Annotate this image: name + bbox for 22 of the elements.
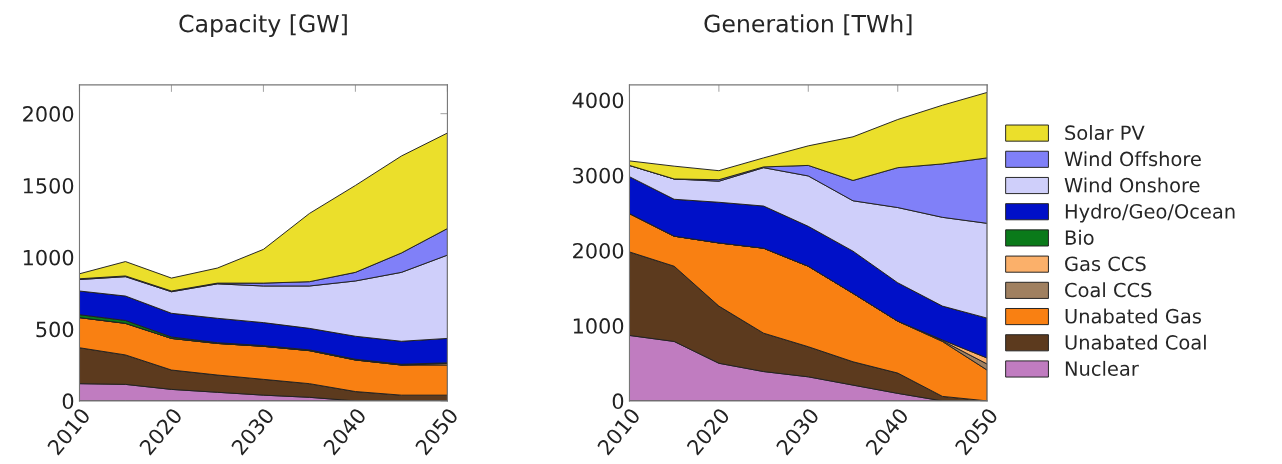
- legend-label: Gas CCS: [1065, 256, 1146, 272]
- y-tick-label: 2000: [23, 106, 74, 122]
- legend-label: Wind Offshore: [1064, 151, 1201, 167]
- legend-label: Unabated Gas: [1065, 308, 1201, 324]
- legend-label: Unabated Coal: [1065, 334, 1206, 350]
- y-tick-label: 2000: [573, 242, 624, 259]
- y-tick-label: 4000: [572, 92, 624, 109]
- y-tick-label: 500: [36, 321, 74, 338]
- legend-label: Wind Onshore: [1064, 177, 1200, 193]
- legend-label: Nuclear: [1065, 360, 1139, 376]
- legend-label: Hydro/Geo/Ocean: [1065, 203, 1235, 223]
- y-tick-label: 0: [62, 393, 74, 410]
- legend-label: Solar PV: [1065, 125, 1145, 141]
- chart-title: Generation [TWh]: [704, 14, 912, 36]
- legend-label: Bio: [1065, 229, 1094, 245]
- y-tick-label: 0: [612, 393, 624, 410]
- y-tick-label: 3000: [573, 167, 624, 184]
- chart-title: Capacity [GW]: [179, 14, 347, 38]
- y-tick-label: 1000: [573, 318, 624, 334]
- y-tick-label: 1000: [23, 249, 74, 266]
- y-tick-label: 1500: [23, 177, 74, 194]
- legend-label: Coal CCS: [1065, 282, 1152, 298]
